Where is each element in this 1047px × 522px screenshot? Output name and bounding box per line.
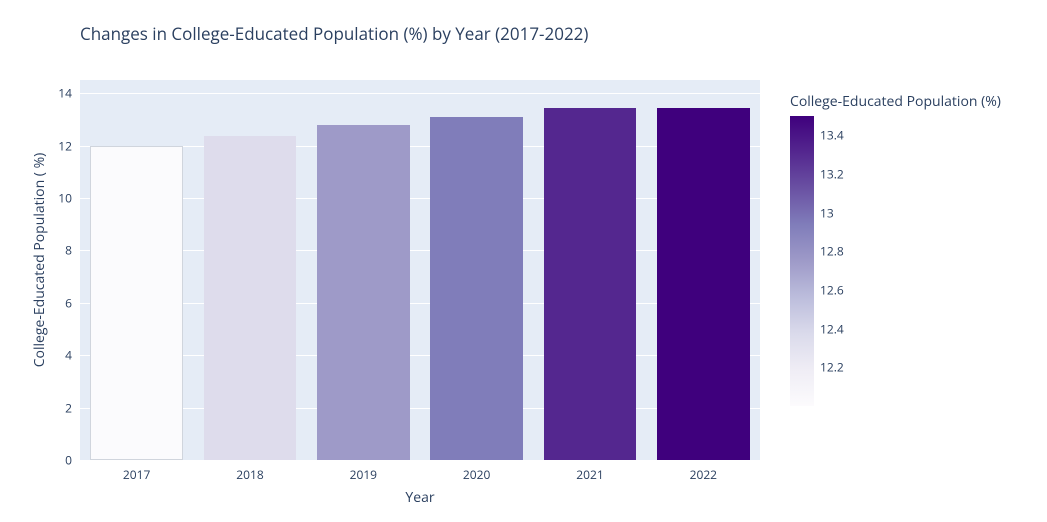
gridline [80,93,760,94]
colorbar-tick-label: 12.4 [820,320,844,337]
colorbar-tick-label: 13.2 [820,166,844,183]
plot-area [80,80,760,460]
x-tick-label: 2019 [350,466,377,483]
x-tick-label: 2021 [576,466,603,483]
colorbar: 12.212.412.612.81313.213.4 [790,116,814,406]
bar[interactable] [204,136,297,460]
colorbar-tick-label: 12.2 [820,359,844,376]
bar[interactable] [430,117,523,460]
bar[interactable] [90,146,183,460]
x-axis-title: Year [370,488,470,507]
y-axis-title: College-Educated Population ( %) [30,130,49,390]
colorbar-tick-label: 13.4 [820,127,844,144]
x-tick-label: 2017 [123,466,150,483]
colorbar-tick-label: 12.6 [820,282,844,299]
bar[interactable] [317,125,410,460]
bar[interactable] [544,108,637,460]
x-tick-label: 2022 [690,466,717,483]
chart-container: Changes in College-Educated Population (… [0,0,1047,522]
bar[interactable] [657,108,750,460]
colorbar-tick-label: 13 [820,204,834,221]
colorbar-title: College-Educated Population (%) [790,92,1001,111]
colorbar-tick-label: 12.8 [820,243,844,260]
x-tick-label: 2018 [236,466,263,483]
chart-title: Changes in College-Educated Population (… [80,22,588,45]
gridline [80,460,760,461]
x-tick-label: 2020 [463,466,490,483]
